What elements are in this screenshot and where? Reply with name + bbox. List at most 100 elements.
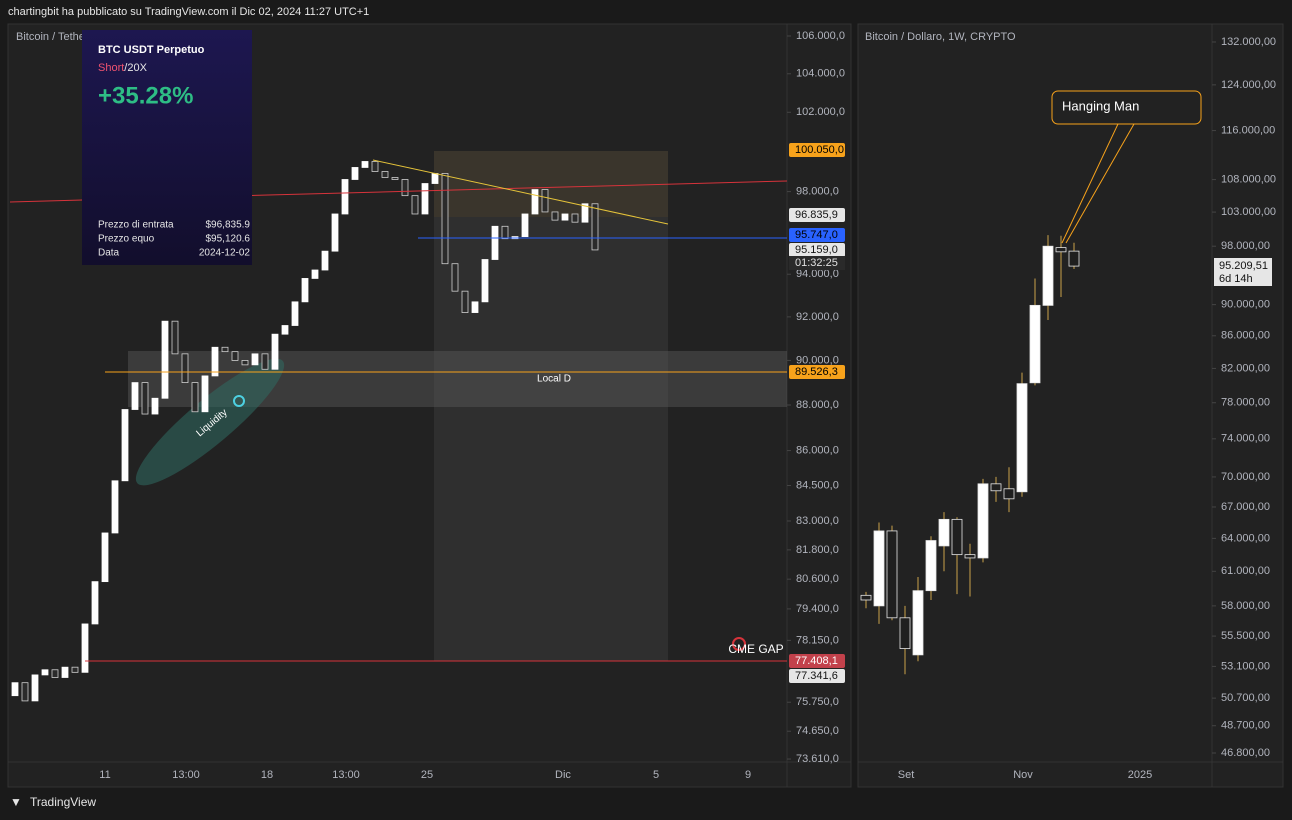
candle-body: [381, 171, 389, 178]
candle-body: [873, 530, 885, 607]
candle-body: [361, 161, 369, 168]
card-side: Short/20X: [98, 62, 148, 74]
candle-body: [1003, 488, 1015, 500]
card-value: $96,835.9: [206, 220, 251, 231]
y-tick-label: 80.600,0: [796, 573, 839, 585]
candle-body: [241, 360, 249, 366]
candle-body: [301, 278, 309, 303]
y-tick-label: 94.000,0: [796, 268, 839, 280]
candle-body: [1042, 245, 1054, 306]
candle-body: [1068, 250, 1080, 267]
price-label-bg: [789, 243, 845, 257]
y-tick-label: 78.000,00: [1221, 397, 1270, 409]
y-tick-label: 79.400,0: [796, 603, 839, 615]
y-tick-label: 86.000,00: [1221, 330, 1270, 342]
candle-body: [581, 203, 589, 223]
candle-body: [421, 183, 429, 215]
candle-body: [481, 259, 489, 303]
callout-pointer: [1061, 123, 1119, 244]
y-tick-label: 102.000,0: [796, 106, 845, 118]
x-tick-label: 5: [653, 769, 659, 781]
candle-body: [61, 666, 69, 678]
header: chartingbit ha pubblicato su TradingView…: [8, 6, 369, 18]
candle-body: [531, 189, 539, 215]
candle-body: [221, 346, 229, 353]
card-value: $95,120.6: [206, 234, 251, 245]
position-box: [434, 151, 668, 661]
price-label-bg: [789, 143, 845, 157]
price-label: 96.835,9: [795, 209, 838, 221]
y-tick-label: 61.000,00: [1221, 565, 1270, 577]
y-tick-label: 83.000,0: [796, 515, 839, 527]
countdown: 6d 14h: [1219, 273, 1253, 285]
candle-body: [561, 213, 569, 221]
y-tick-label: 92.000,0: [796, 311, 839, 323]
candle-body: [111, 480, 119, 534]
x-tick-label: 18: [261, 769, 273, 781]
candle-body: [411, 195, 419, 215]
candle-body: [311, 269, 319, 279]
card-pnl: +35.28%: [98, 82, 193, 109]
price-label-bg: [789, 228, 845, 242]
y-tick-label: 74.650,0: [796, 725, 839, 737]
annotation: CME GAP: [728, 642, 783, 656]
price-label-bg: [789, 365, 845, 379]
candle-body: [431, 173, 439, 184]
y-tick-label: 116.000,00: [1221, 124, 1275, 136]
price-label-bg: [789, 654, 845, 668]
price-label: 100.050,0: [795, 144, 844, 156]
candle-body: [860, 594, 872, 601]
candle-body: [591, 203, 599, 251]
y-tick-label: 98.000,0: [796, 186, 839, 198]
y-tick-label: 73.610,0: [796, 753, 839, 765]
candle-body: [191, 382, 199, 413]
candle-body: [41, 669, 49, 676]
price-label: 95.747,0: [795, 229, 838, 241]
y-tick-label: 55.500,00: [1221, 630, 1270, 642]
candle-body: [51, 669, 59, 678]
x-tick-label: 11: [99, 769, 110, 781]
x-tick-label: Dic: [555, 769, 571, 781]
candle-body: [912, 590, 924, 656]
right-candles: [860, 235, 1080, 675]
candle-body: [171, 320, 179, 355]
x-tick-label: 9: [745, 769, 751, 781]
candle-body: [451, 263, 459, 292]
candle-body: [291, 301, 299, 326]
card-rows: Prezzo di entrata $96,835.9 Prezzo equo $95…: [98, 220, 250, 259]
candle-body: [461, 290, 469, 313]
candle-body: [91, 581, 99, 625]
price-label: 77.341,6: [795, 670, 838, 682]
x-tick-label: 2025: [1128, 769, 1152, 781]
card-label: Data: [98, 248, 120, 259]
x-tick-label: Nov: [1013, 769, 1033, 781]
callout: [1051, 90, 1202, 125]
y-tick-label: 108.000,00: [1221, 173, 1276, 185]
y-tick-label: 48.700,00: [1221, 720, 1270, 732]
price-label: 89.526,3: [795, 366, 838, 378]
candle-body: [31, 674, 39, 702]
price-label-bg: [789, 208, 845, 222]
candle-body: [11, 682, 19, 697]
y-tick-label: 82.000,00: [1221, 362, 1270, 374]
left-candles: [11, 161, 599, 702]
price-label-bg: [789, 669, 845, 683]
candle-body: [181, 353, 189, 383]
price-label-bg: [1214, 258, 1272, 286]
candle-body: [121, 409, 129, 482]
candle-body: [977, 483, 989, 559]
candle-body: [391, 177, 399, 180]
candle-body: [541, 189, 549, 213]
candle-body: [990, 483, 1002, 492]
y-tick-label: 124.000,00: [1221, 79, 1276, 91]
candle-body: [1055, 247, 1067, 253]
candle-body: [281, 325, 289, 335]
y-tick-label: 132.000,00: [1221, 36, 1276, 48]
candle-body: [501, 225, 509, 240]
y-tick-label: 103.000,00: [1221, 206, 1276, 218]
y-tick-label: 78.150,0: [796, 634, 839, 646]
right-pane: [857, 23, 1284, 788]
y-tick-label: 88.000,0: [796, 399, 839, 411]
candle-body: [371, 161, 379, 172]
candle-body: [81, 623, 89, 673]
